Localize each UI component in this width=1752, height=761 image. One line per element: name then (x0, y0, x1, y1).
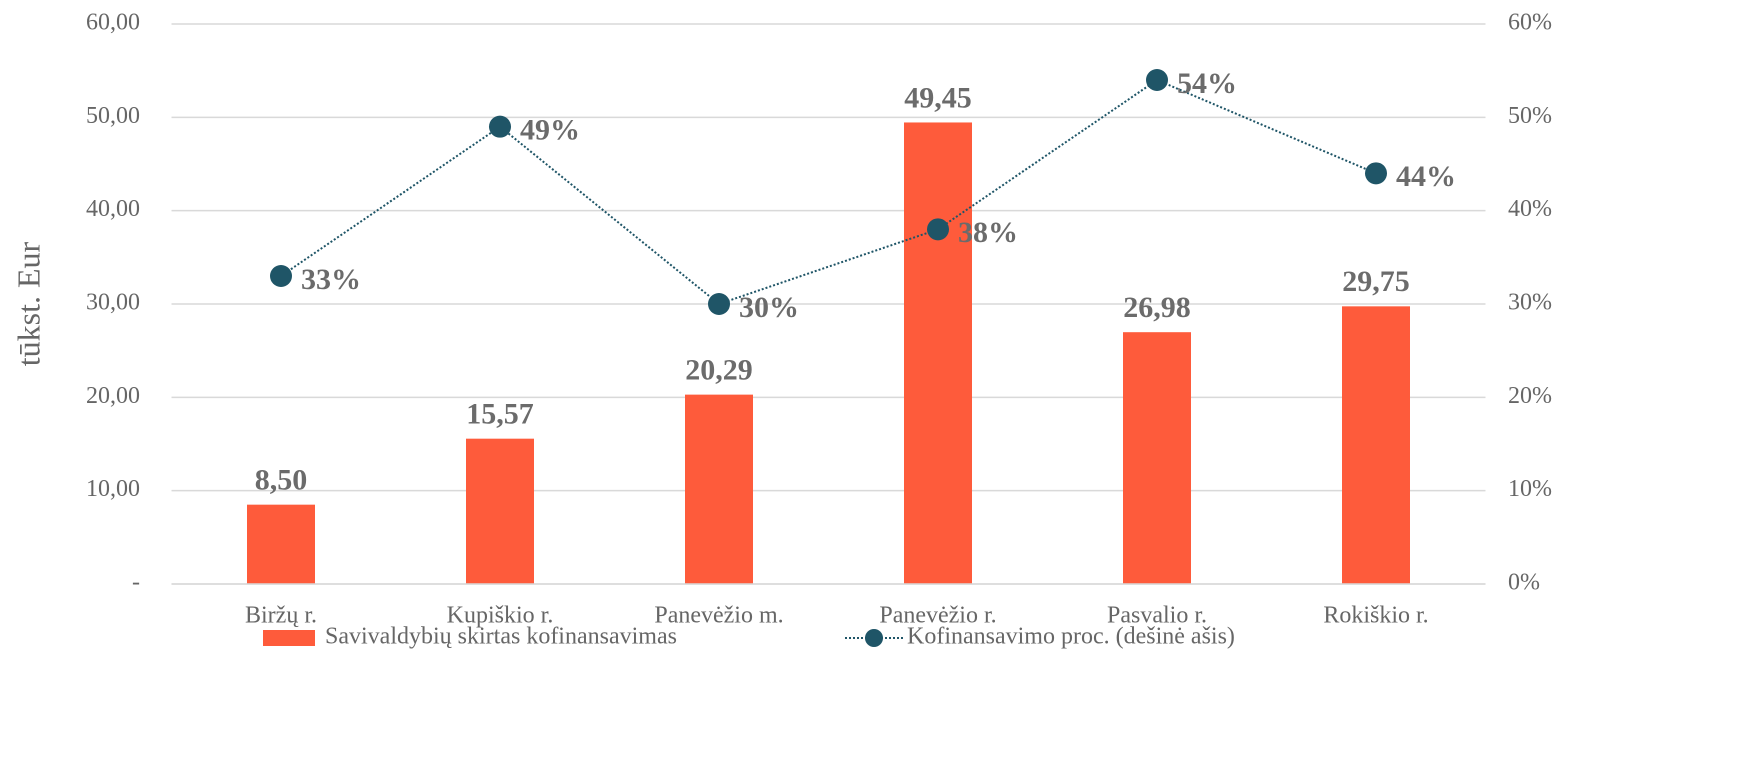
line-point (708, 293, 730, 315)
legend-label: Savivaldybių skirtas kofinansavimas (325, 624, 677, 650)
data-label: 26,98 (1123, 291, 1191, 324)
y-tick-label: - (132, 570, 140, 596)
legend-swatch (865, 629, 883, 647)
y2-tick-label: 30% (1508, 290, 1552, 316)
data-label: 44% (1396, 160, 1456, 193)
bar (685, 394, 753, 584)
bar (904, 122, 972, 584)
line (280, 78, 1377, 306)
data-label: 8,50 (255, 464, 308, 497)
data-label: 49,45 (904, 81, 972, 114)
data-label: 33% (301, 263, 361, 296)
x-tick-label: Panevėžio m. (654, 603, 783, 629)
line-point (270, 265, 292, 287)
line-point (1146, 69, 1168, 91)
data-label: 38% (958, 216, 1018, 249)
line-point (489, 115, 511, 138)
data-label: 15,57 (466, 398, 534, 431)
line-point (1365, 162, 1387, 185)
y2-tick-label: 50% (1508, 103, 1552, 129)
data-label: 29,75 (1342, 265, 1410, 298)
bar (247, 504, 315, 584)
x-tick-label: Rokiškio r. (1323, 603, 1428, 629)
y-tick-label: 50,00 (86, 103, 140, 129)
bar (1342, 306, 1410, 584)
x-tick-label: Biržų r. (245, 603, 317, 629)
legend-swatch (263, 630, 315, 646)
data-label: 54% (1177, 67, 1237, 100)
y2-tick-label: 60% (1508, 10, 1552, 36)
y2-tick-label: 40% (1508, 196, 1552, 222)
data-label: 30% (739, 291, 799, 324)
y2-tick-label: 0% (1508, 570, 1540, 596)
y-tick-label: 30,00 (86, 290, 140, 316)
y-tick-label: 40,00 (86, 196, 140, 222)
x-tick-label: Panevėžio r. (879, 603, 996, 629)
x-tick-label: Pasvalio r. (1107, 603, 1207, 629)
y-tick-label: 60,00 (86, 10, 140, 36)
y2-tick-label: 10% (1508, 476, 1552, 502)
bar (1123, 332, 1191, 584)
data-label: 49% (520, 114, 580, 147)
y-axis-label: tūkst. Eur (10, 241, 46, 366)
y-tick-label: 10,00 (86, 476, 140, 502)
line-point (927, 218, 949, 241)
data-label: 20,29 (685, 354, 753, 387)
legend-label: Kofinansavimo proc. (dešinė ašis) (907, 624, 1235, 650)
y-tick-label: 20,00 (86, 383, 140, 409)
bar (466, 438, 534, 584)
x-tick-label: Kupiškio r. (447, 603, 554, 629)
y2-tick-label: 20% (1508, 383, 1552, 409)
